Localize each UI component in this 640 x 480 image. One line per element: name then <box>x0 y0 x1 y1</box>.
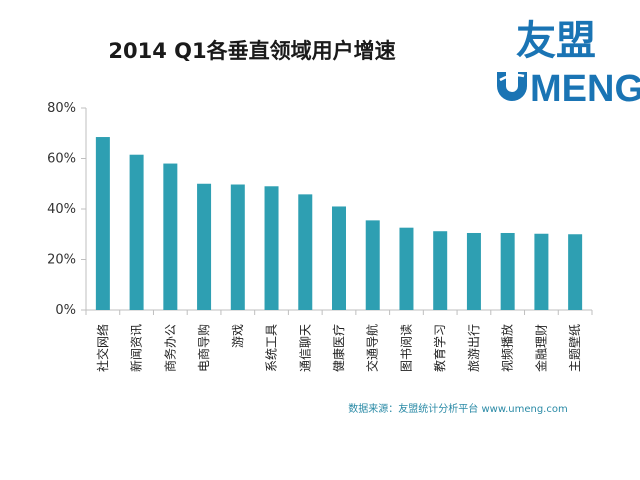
bar <box>332 206 346 310</box>
x-tick-label: 通信聊天 <box>298 324 312 372</box>
x-tick-label: 教育学习 <box>432 324 447 372</box>
bar <box>230 184 245 310</box>
bar <box>433 231 448 310</box>
logo: 友盟 MENG <box>497 18 640 110</box>
x-tick-label: 电商导购 <box>196 324 211 372</box>
x-tick-label: 商务办公 <box>162 324 177 372</box>
logo-text-cn: 友盟 <box>516 18 596 64</box>
bar <box>568 234 583 310</box>
logo-u-swoosh <box>499 73 525 82</box>
bars <box>95 137 583 310</box>
bar <box>534 233 549 310</box>
bar <box>197 183 212 310</box>
x-tick-label: 新闻资讯 <box>129 324 144 372</box>
bar <box>500 232 515 310</box>
bar <box>129 154 144 310</box>
x-tick-label: 金融理财 <box>533 324 548 372</box>
y-tick-label: 20% <box>47 253 76 268</box>
y-tick-label: 0% <box>55 303 76 318</box>
x-tick-label: 游戏 <box>231 324 245 348</box>
bar <box>466 232 481 310</box>
bar <box>298 194 313 310</box>
x-tick-label: 旅游出行 <box>467 324 481 372</box>
chart-title: 2014 Q1各垂直领域用户增速 <box>108 39 395 63</box>
x-tick-label: 健康医疗 <box>331 324 346 372</box>
bar <box>163 163 178 310</box>
bar <box>264 186 279 310</box>
logo-u-mark <box>497 72 527 101</box>
x-tick-label: 交通导航 <box>365 324 380 372</box>
logo-text-en: MENG <box>530 68 640 110</box>
x-tick-label: 主题壁纸 <box>567 324 582 372</box>
bar <box>365 220 380 310</box>
bar <box>399 227 414 310</box>
x-tick-label: 图书阅读 <box>399 324 413 372</box>
source-note: 数据来源：友盟统计分析平台 www.umeng.com <box>348 402 567 415</box>
x-tick-label: 视频播放 <box>500 324 515 372</box>
logo-u-shape <box>497 72 527 101</box>
x-tick-label: 系统工具 <box>265 324 279 372</box>
y-tick-label: 60% <box>47 152 76 167</box>
x-tick-label: 社交网络 <box>95 324 110 372</box>
y-tick-label: 40% <box>47 202 76 217</box>
y-tick-label: 80% <box>47 101 76 116</box>
x-tick-labels: 社交网络 新闻资讯 商务办公 电商导购 游戏 系统工具 通信聊天 健康医疗 交通导航 图书阅读 教育… <box>95 324 582 372</box>
bar <box>95 137 110 310</box>
y-tick-labels: 0% 20% 40% 60% 80% <box>47 101 76 318</box>
